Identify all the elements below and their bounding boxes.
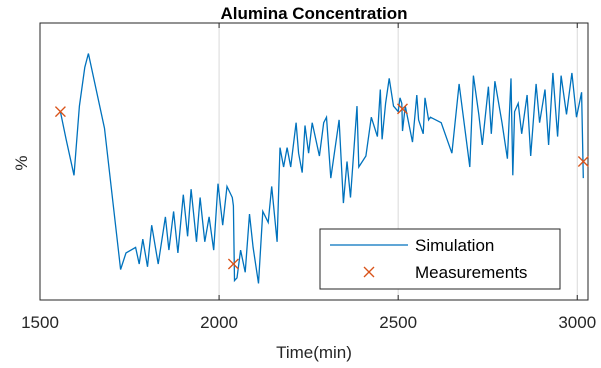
legend-label-simulation: Simulation <box>415 236 494 255</box>
measurement-point <box>54 106 66 118</box>
legend-box <box>319 228 561 290</box>
measurement-point <box>227 258 239 270</box>
y-axis-label: % <box>12 155 31 170</box>
x-tick-label: 2500 <box>379 313 417 332</box>
series-measurements <box>54 103 589 270</box>
measurement-point <box>577 156 589 167</box>
x-tick-label: 1500 <box>21 313 59 332</box>
legend-swatch-measurements <box>363 266 375 278</box>
measurement-point <box>397 103 408 115</box>
x-axis-label: Time(min) <box>276 343 352 362</box>
chart-title: Alumina Concentration <box>220 4 407 23</box>
simulation-line <box>59 53 584 284</box>
plot-frame <box>39 22 589 301</box>
x-tick-label: 3000 <box>558 313 596 332</box>
series-simulation <box>59 53 584 284</box>
legend-label-measurements: Measurements <box>415 263 527 282</box>
x-ticks: 1500 2000 2500 3000 <box>21 23 596 332</box>
legend: Simulation Measurements <box>319 228 561 290</box>
x-tick-label: 2000 <box>200 313 238 332</box>
